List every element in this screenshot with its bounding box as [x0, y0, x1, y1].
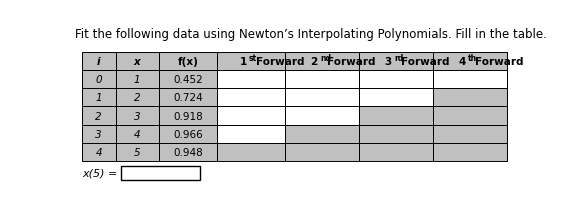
Bar — [433, 89, 507, 107]
Text: 3: 3 — [384, 57, 392, 67]
Text: 0: 0 — [95, 75, 102, 85]
Text: 2: 2 — [311, 57, 318, 67]
Text: Fit the following data using Newton’s Interpolating Polynomials. Fill in the tab: Fit the following data using Newton’s In… — [75, 28, 547, 41]
Text: x(5) =: x(5) = — [83, 168, 118, 178]
Text: Forward: Forward — [327, 57, 375, 67]
Bar — [359, 107, 433, 125]
Bar — [115, 143, 159, 161]
Bar — [115, 107, 159, 125]
Bar — [217, 125, 285, 143]
Text: Forward: Forward — [475, 57, 523, 67]
Text: th: th — [468, 53, 477, 62]
Text: 0.948: 0.948 — [173, 147, 203, 157]
Text: f(x): f(x) — [178, 57, 199, 67]
Text: 3: 3 — [95, 129, 102, 139]
Bar — [82, 143, 115, 161]
Bar — [359, 89, 433, 107]
Text: 0.452: 0.452 — [173, 75, 203, 85]
Text: 1: 1 — [95, 93, 102, 103]
Text: 0.724: 0.724 — [173, 93, 203, 103]
Bar — [115, 71, 159, 89]
Text: 5: 5 — [134, 147, 140, 157]
Bar — [285, 53, 359, 71]
Bar — [285, 89, 359, 107]
Bar — [121, 166, 200, 180]
Bar — [359, 125, 433, 143]
Text: 4: 4 — [458, 57, 466, 67]
Bar — [217, 71, 285, 89]
Bar — [433, 107, 507, 125]
Bar — [433, 71, 507, 89]
Bar — [285, 71, 359, 89]
Bar — [115, 125, 159, 143]
Text: 2: 2 — [134, 93, 140, 103]
Text: 4: 4 — [95, 147, 102, 157]
Text: 4: 4 — [134, 129, 140, 139]
Text: Forward: Forward — [256, 57, 304, 67]
Bar — [285, 107, 359, 125]
Bar — [217, 143, 285, 161]
Bar — [159, 71, 217, 89]
Text: 1: 1 — [134, 75, 140, 85]
Bar — [285, 143, 359, 161]
Bar — [359, 53, 433, 71]
Bar — [82, 53, 115, 71]
Bar — [159, 143, 217, 161]
Bar — [82, 89, 115, 107]
Text: 0.966: 0.966 — [173, 129, 203, 139]
Text: rd: rd — [394, 53, 403, 62]
Bar — [217, 89, 285, 107]
Text: st: st — [249, 53, 257, 62]
Text: i: i — [97, 57, 100, 67]
Text: 0.918: 0.918 — [173, 111, 203, 121]
Text: nd: nd — [320, 53, 331, 62]
Bar — [159, 107, 217, 125]
Text: 2: 2 — [95, 111, 102, 121]
Text: Forward: Forward — [401, 57, 449, 67]
Bar — [433, 143, 507, 161]
Bar — [82, 125, 115, 143]
Bar — [433, 53, 507, 71]
Bar — [115, 53, 159, 71]
Bar — [115, 89, 159, 107]
Bar — [159, 53, 217, 71]
Bar — [285, 125, 359, 143]
Bar — [159, 89, 217, 107]
Text: 3: 3 — [134, 111, 140, 121]
Bar — [82, 71, 115, 89]
Bar — [217, 53, 285, 71]
Bar — [217, 107, 285, 125]
Bar — [359, 71, 433, 89]
Bar — [359, 143, 433, 161]
Bar — [159, 125, 217, 143]
Text: x: x — [134, 57, 140, 67]
Bar — [433, 125, 507, 143]
Text: 1: 1 — [239, 57, 247, 67]
Bar — [82, 107, 115, 125]
